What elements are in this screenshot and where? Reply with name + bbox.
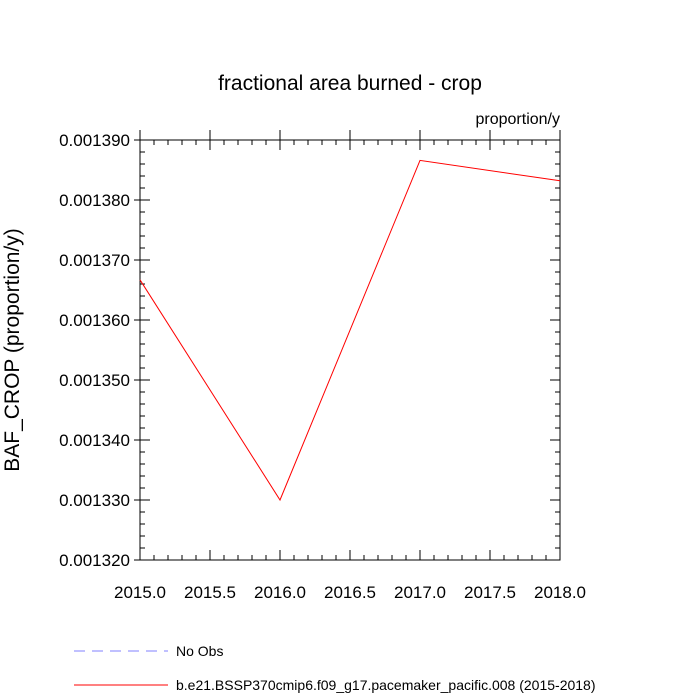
y-tick-label: 0.001360: [59, 311, 130, 330]
x-tick-label: 2015.5: [184, 583, 236, 602]
x-tick-label: 2017.5: [464, 583, 516, 602]
legend-label: No Obs: [176, 643, 223, 659]
chart-title: fractional area burned - crop: [218, 72, 482, 95]
x-tick-label: 2016.5: [324, 583, 376, 602]
x-tick-label: 2016.0: [254, 583, 306, 602]
series-layer: [139, 159, 561, 502]
y-tick-label: 0.001350: [59, 371, 130, 390]
x-tick-label: 2015.0: [114, 583, 166, 602]
y-tick-label: 0.001330: [59, 491, 130, 510]
y-tick-label: 0.001320: [59, 551, 130, 570]
y-axis-label: BAF_CROP (proportion/y): [1, 228, 24, 472]
units-label: proportion/y: [476, 111, 561, 128]
y-tick-label: 0.001370: [59, 251, 130, 270]
legend-label: b.e21.BSSP370cmip6.f09_g17.pacemaker_pac…: [176, 677, 596, 693]
y-tick-label: 0.001390: [59, 131, 130, 150]
y-axis: 0.001320 0.001330 0.001340 0.001350 0.001360…: [59, 131, 560, 570]
x-tick-label: 2017.0: [394, 583, 446, 602]
legend: No Obs b.e21.BSSP370cmip6.f09_g17.pacemak…: [74, 643, 596, 693]
plot-frame: [139, 139, 561, 561]
x-tick-label: 2018.0: [534, 583, 586, 602]
y-tick-label: 0.001340: [59, 431, 130, 450]
x-axis: 2015.0 2015.5 2016.0 2016.5 2017.0 2017.5 2018…: [114, 130, 586, 602]
series-line: [139, 159, 561, 502]
y-tick-label: 0.001380: [59, 191, 130, 210]
